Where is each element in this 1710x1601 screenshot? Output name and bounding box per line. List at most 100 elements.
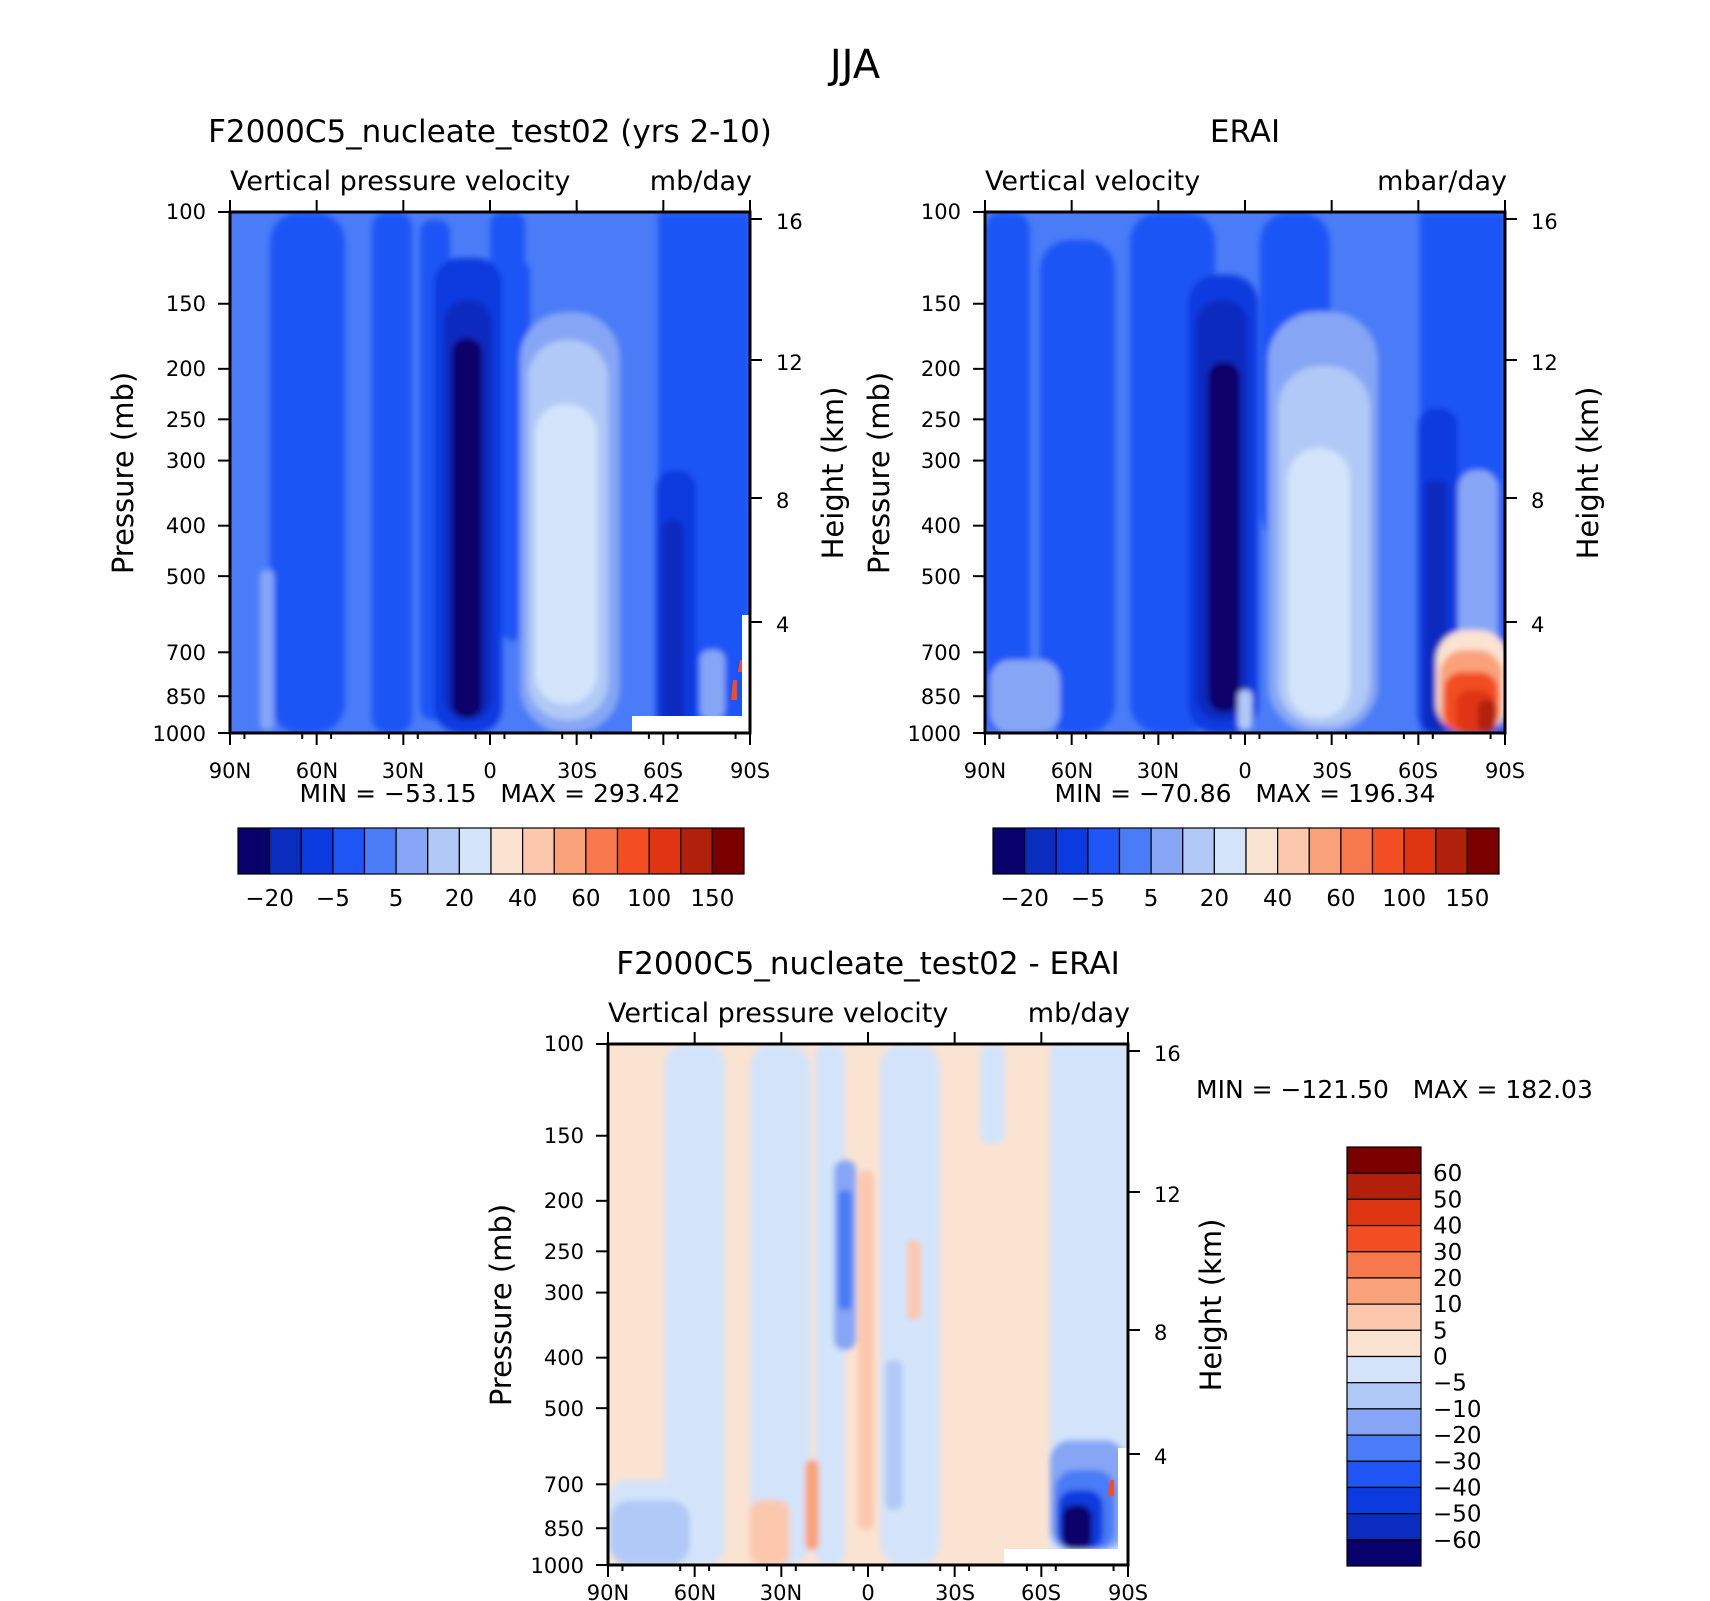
colorbar-box	[490, 827, 524, 875]
y-tick-700: 700	[544, 1473, 584, 1497]
colorbar-label: 100	[1382, 886, 1426, 912]
x-tick-90S: 90S	[1485, 759, 1525, 783]
y-right-tick-8: 8	[1531, 489, 1544, 513]
y-axis-label-right: Height (km)	[1194, 1219, 1228, 1392]
y-tick-1000: 1000	[908, 722, 961, 746]
x-tick-90S: 90S	[1108, 1581, 1148, 1601]
colorbar-label: 5	[1144, 886, 1159, 912]
y-tick-700: 700	[921, 641, 961, 665]
colorbar-box	[1346, 1434, 1422, 1462]
colorbar-box	[1346, 1172, 1422, 1200]
y-tick-200: 200	[166, 357, 206, 381]
colorbar-label: 100	[627, 886, 671, 912]
y-right-tick-12: 12	[776, 351, 803, 375]
y-axis-label: Pressure (mb)	[106, 372, 140, 574]
y-tick-100: 100	[166, 200, 206, 224]
x-tick-90N: 90N	[964, 759, 1006, 783]
colorbar-label: 20	[1200, 886, 1229, 912]
colorbar-box	[1346, 1513, 1422, 1541]
y-tick-labels-right: 16 12 8 4	[1154, 1042, 1181, 1469]
colorbar-box	[992, 827, 1026, 875]
colorbar: −20 −5 5 20 40 60 100 150	[992, 827, 1500, 912]
figure-title: JJA	[827, 42, 881, 88]
y-tick-labels: 100 150 200 250 300 400 500 700 850 1000	[908, 200, 961, 746]
x-tick-90N: 90N	[587, 1581, 629, 1601]
colorbar-label: −10	[1433, 1397, 1482, 1423]
colorbar-box	[363, 827, 397, 875]
colorbar-label: 60	[571, 886, 600, 912]
y-tick-700: 700	[166, 641, 206, 665]
x-tick-60S: 60S	[643, 759, 683, 783]
x-tick-30N: 30N	[382, 759, 424, 783]
y-right-tick-16: 16	[776, 210, 803, 234]
y-right-tick-12: 12	[1531, 351, 1558, 375]
colorbar-label: 5	[1433, 1318, 1448, 1344]
colorbar-label: −5	[316, 886, 350, 912]
y-axis-label-right: Height (km)	[1571, 387, 1605, 560]
colorbar-box	[1277, 827, 1310, 875]
colorbar-label: −20	[245, 886, 294, 912]
colorbar-box	[522, 827, 555, 875]
colorbar-box	[1346, 1198, 1422, 1227]
y-axis-label: Pressure (mb)	[484, 1204, 518, 1406]
colorbar-box	[1118, 827, 1152, 875]
colorbar-label: −20	[1000, 886, 1049, 912]
colorbar-label: 0	[1433, 1345, 1448, 1371]
colorbar-box	[1435, 827, 1468, 875]
panel-subtitle-left: Vertical pressure velocity	[608, 998, 948, 1029]
colorbar-label: 40	[1433, 1214, 1462, 1240]
colorbar-label: 5	[389, 886, 404, 912]
min-max-readout: MIN = −121.50 MAX = 182.03	[1196, 1075, 1593, 1104]
y-tick-400: 400	[921, 514, 961, 538]
x-tick-30N: 30N	[1137, 759, 1179, 783]
colorbar-box	[269, 827, 302, 875]
colorbar-box	[300, 827, 334, 875]
y-tick-500: 500	[166, 565, 206, 589]
colorbar-label: −30	[1433, 1449, 1482, 1475]
panel-model: F2000C5_nucleate_test02 (yrs 2-10) Verti…	[106, 114, 850, 912]
colorbar-label: −20	[1433, 1423, 1482, 1449]
x-tick-0: 0	[483, 759, 496, 783]
colorbar-label: 40	[508, 886, 537, 912]
x-tick-60N: 60N	[1051, 759, 1093, 783]
colorbar-box	[458, 827, 492, 875]
y-axis-label: Pressure (mb)	[862, 372, 896, 574]
y-right-tick-4: 4	[1154, 1445, 1167, 1469]
heatmap-field	[985, 212, 1505, 733]
y-tick-500: 500	[921, 565, 961, 589]
colorbar-label: 40	[1263, 886, 1292, 912]
colorbar-label: −5	[1433, 1371, 1467, 1397]
min-max-readout: MIN = −70.86 MAX = 196.34	[1055, 779, 1436, 808]
panel-subtitle-left: Vertical velocity	[985, 166, 1200, 197]
colorbar-box	[332, 827, 366, 875]
y-tick-300: 300	[166, 449, 206, 473]
colorbar-label: −50	[1433, 1502, 1482, 1528]
y-tick-400: 400	[166, 514, 206, 538]
colorbar-label: 50	[1433, 1187, 1462, 1213]
colorbar-box	[1346, 1408, 1422, 1436]
colorbar-box	[585, 827, 619, 875]
colorbar-box	[1346, 1251, 1422, 1279]
y-tick-850: 850	[166, 685, 206, 709]
y-tick-300: 300	[544, 1281, 584, 1305]
panel-subtitle-right: mb/day	[1028, 998, 1130, 1029]
y-tick-labels-right: 16 12 8 4	[1531, 210, 1558, 637]
colorbar-box	[1346, 1303, 1422, 1331]
y-right-tick-16: 16	[1531, 210, 1558, 234]
x-tick-90N: 90N	[209, 759, 251, 783]
colorbar-box	[1346, 1224, 1422, 1253]
colorbar-label: 30	[1433, 1240, 1462, 1266]
y-tick-250: 250	[166, 408, 206, 432]
colorbar-box	[1055, 827, 1089, 875]
x-tick-30S: 30S	[1312, 759, 1352, 783]
y-tick-500: 500	[544, 1397, 584, 1421]
colorbar-label: 60	[1326, 886, 1355, 912]
colorbar-box	[616, 827, 650, 875]
colorbar-box	[1346, 1460, 1422, 1489]
colorbar-box	[711, 827, 745, 875]
min-max-readout: MIN = −53.15 MAX = 293.42	[300, 779, 681, 808]
x-tick-60N: 60N	[674, 1581, 716, 1601]
x-tick-60S: 60S	[1398, 759, 1438, 783]
y-tick-200: 200	[921, 357, 961, 381]
